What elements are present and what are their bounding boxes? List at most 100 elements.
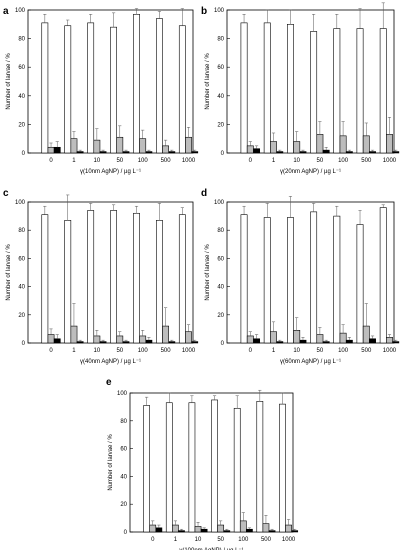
panel-label: c [3, 188, 9, 199]
bar [287, 23, 294, 154]
chart-panel-b: b 0 20 40 60 80 100 Number of larvae / % 0 1 10 50 1… [201, 2, 400, 175]
x-tick-label: 50 [217, 537, 224, 543]
x-tick-label: 1 [72, 348, 76, 354]
bar [87, 22, 95, 154]
bar [293, 330, 301, 344]
y-axis-label: Number of larvae / % [108, 434, 114, 491]
bar [156, 220, 163, 344]
bar [133, 212, 140, 344]
bar [362, 135, 370, 154]
y-tick-label: 60 [18, 65, 25, 71]
bar [165, 402, 173, 533]
bar [139, 335, 147, 344]
y-tick-label: 20 [18, 122, 25, 128]
bar [133, 13, 140, 154]
bar [211, 399, 218, 533]
y-tick-label: 80 [217, 37, 224, 43]
bar [276, 151, 284, 154]
x-axis-label: γ(60nm AgNP) / µg L⁻¹ [280, 359, 341, 365]
bar [291, 530, 299, 533]
bar [64, 220, 72, 344]
bar [110, 26, 117, 154]
bar [239, 520, 247, 533]
y-axis-label: Number of larvae / % [6, 53, 12, 110]
bar [356, 28, 364, 154]
bar [185, 136, 192, 154]
bar [240, 22, 248, 154]
bar [256, 401, 264, 533]
x-tick-label: 500 [361, 158, 372, 164]
x-tick-label: 0 [249, 348, 253, 354]
chart-panel-d: d 0 20 40 60 80 100 Number of larvae / % 0 1 10 50 1… [201, 188, 400, 365]
x-tick-label: 1000 [282, 537, 296, 543]
y-tick-label: 0 [221, 151, 225, 157]
y-axis-label: Number of larvae / % [6, 244, 12, 301]
y-tick-label: 20 [217, 122, 224, 128]
panel-label: e [106, 377, 112, 388]
bar [122, 341, 130, 344]
x-tick-label: 500 [161, 348, 172, 354]
y-tick-label: 40 [217, 285, 224, 291]
x-tick-label: 0 [49, 348, 53, 354]
x-tick-label: 500 [361, 348, 372, 354]
y-tick-label: 40 [217, 94, 224, 100]
y-tick-label: 60 [217, 65, 224, 71]
bar [178, 214, 186, 344]
x-axis-label: γ(40nm AgNP) / µg L⁻¹ [80, 359, 141, 365]
y-tick-label: 20 [18, 313, 25, 319]
y-tick-label: 20 [217, 313, 224, 319]
bar [47, 146, 55, 154]
bar [178, 530, 185, 533]
bar [99, 341, 107, 344]
y-tick-label: 40 [18, 285, 25, 291]
bar [263, 22, 271, 154]
bar [145, 151, 153, 154]
bar [299, 151, 307, 154]
bar [356, 224, 364, 344]
y-tick-label: 20 [120, 502, 127, 508]
bar [316, 334, 324, 344]
bar [339, 135, 347, 154]
bar [139, 138, 147, 154]
bar [99, 151, 107, 154]
x-tick-label: 50 [317, 348, 324, 354]
bar [47, 334, 55, 344]
y-tick-label: 80 [120, 419, 127, 425]
y-tick-label: 0 [221, 341, 225, 347]
bar [200, 528, 208, 533]
bar [345, 151, 353, 154]
bar [270, 141, 277, 154]
chart-panel-e: e 0 20 40 60 80 100 Number of larvae / % 0 1 10 50 1… [106, 377, 299, 554]
bar [345, 339, 353, 344]
x-tick-label: 0 [249, 158, 253, 164]
bar [76, 151, 84, 154]
x-tick-label: 1 [72, 158, 76, 164]
x-tick-label: 10 [293, 348, 300, 354]
y-tick-label: 100 [117, 391, 128, 397]
bar [41, 214, 49, 344]
bar [263, 217, 271, 344]
y-tick-label: 80 [18, 228, 25, 234]
bar [76, 341, 84, 344]
bar [316, 134, 324, 154]
bar [156, 18, 163, 154]
bar [53, 146, 61, 154]
bar [155, 527, 163, 533]
bar [287, 217, 294, 344]
x-axis-label: γ(20nm AgNP) / µg L⁻¹ [280, 169, 341, 175]
bar [293, 141, 301, 154]
bar [333, 215, 341, 344]
bar [191, 341, 199, 344]
bar [172, 524, 179, 533]
bar [270, 331, 277, 344]
x-tick-label: 100 [138, 348, 149, 354]
bar [379, 207, 387, 344]
bar [64, 25, 72, 154]
bar [379, 28, 387, 154]
bar [246, 528, 253, 533]
y-tick-label: 100 [214, 8, 225, 14]
x-tick-label: 10 [195, 537, 202, 543]
x-tick-label: 1000 [383, 348, 397, 354]
bar [240, 214, 248, 344]
